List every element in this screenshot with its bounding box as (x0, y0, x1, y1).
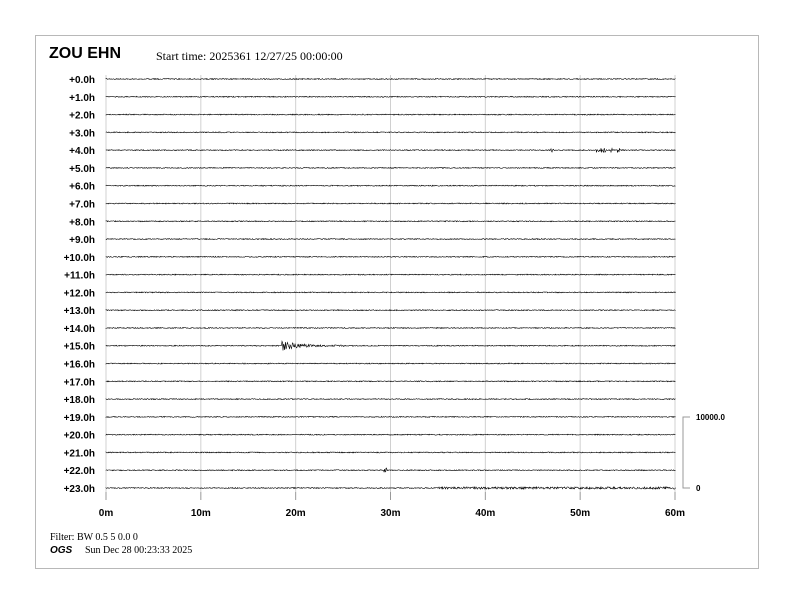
row-label: +20.0h (64, 431, 95, 442)
row-label: +6.0h (69, 182, 95, 193)
trace-line (105, 202, 676, 205)
x-tick-label: 60m (665, 508, 685, 519)
trace-line (105, 95, 676, 98)
trace-line (105, 362, 676, 365)
row-label: +7.0h (69, 199, 95, 210)
row-label: +5.0h (69, 164, 95, 175)
scale-label-top: 10000.0 (696, 413, 725, 422)
x-tick-label: 0m (99, 508, 114, 519)
trace-line (105, 326, 676, 330)
trace-line (105, 433, 676, 436)
generated-time: Sun Dec 28 00:23:33 2025 (85, 545, 193, 556)
row-label: +18.0h (64, 395, 95, 406)
trace-line (105, 166, 676, 169)
trace-line (105, 340, 676, 351)
trace-line (105, 451, 676, 454)
row-label: +22.0h (64, 466, 95, 477)
filter-info: Filter: BW 0.5 5 0.0 0 (50, 532, 138, 543)
row-label: +13.0h (64, 306, 95, 317)
trace-line (105, 467, 676, 473)
row-label: +1.0h (69, 93, 95, 104)
trace-line (105, 415, 676, 418)
row-label: +0.0h (69, 75, 95, 86)
trace-line (105, 237, 676, 241)
amplitude-scale-bar (682, 416, 690, 489)
row-label: +12.0h (64, 288, 95, 299)
plot-frame (35, 35, 759, 569)
trace-line (105, 113, 676, 116)
x-tick-label: 40m (475, 508, 495, 519)
row-label: +15.0h (64, 342, 95, 353)
trace-line (105, 309, 676, 312)
x-tick-label: 10m (191, 508, 211, 519)
row-label: +2.0h (69, 111, 95, 122)
row-label: +16.0h (64, 360, 95, 371)
trace-line (105, 184, 676, 187)
row-label: +17.0h (64, 377, 95, 388)
trace-line (105, 255, 676, 258)
row-label: +8.0h (69, 217, 95, 228)
station-title: ZOU EHN (49, 45, 121, 62)
x-tick-label: 20m (286, 508, 306, 519)
row-label: +3.0h (69, 128, 95, 139)
row-label: +21.0h (64, 448, 95, 459)
scale-label-bottom: 0 (696, 484, 701, 493)
trace-line (105, 380, 676, 383)
trace-line (105, 273, 676, 276)
row-label: +19.0h (64, 413, 95, 424)
x-tick-label: 50m (570, 508, 590, 519)
row-label: +11.0h (64, 271, 95, 282)
trace-line (105, 397, 676, 401)
start-time: Start time: 2025361 12/27/25 00:00:00 (156, 49, 343, 63)
trace-line (105, 77, 676, 81)
row-label: +23.0h (64, 484, 95, 495)
row-label: +10.0h (64, 253, 95, 264)
row-label: +9.0h (69, 235, 95, 246)
agency-label: OGS (50, 545, 73, 556)
trace-line (105, 220, 676, 223)
row-label: +4.0h (69, 146, 95, 157)
trace-line (105, 147, 676, 154)
trace-line (105, 485, 676, 491)
trace-line (105, 131, 676, 134)
x-tick-label: 30m (380, 508, 400, 519)
trace-line (105, 291, 676, 294)
row-label: +14.0h (64, 324, 95, 335)
